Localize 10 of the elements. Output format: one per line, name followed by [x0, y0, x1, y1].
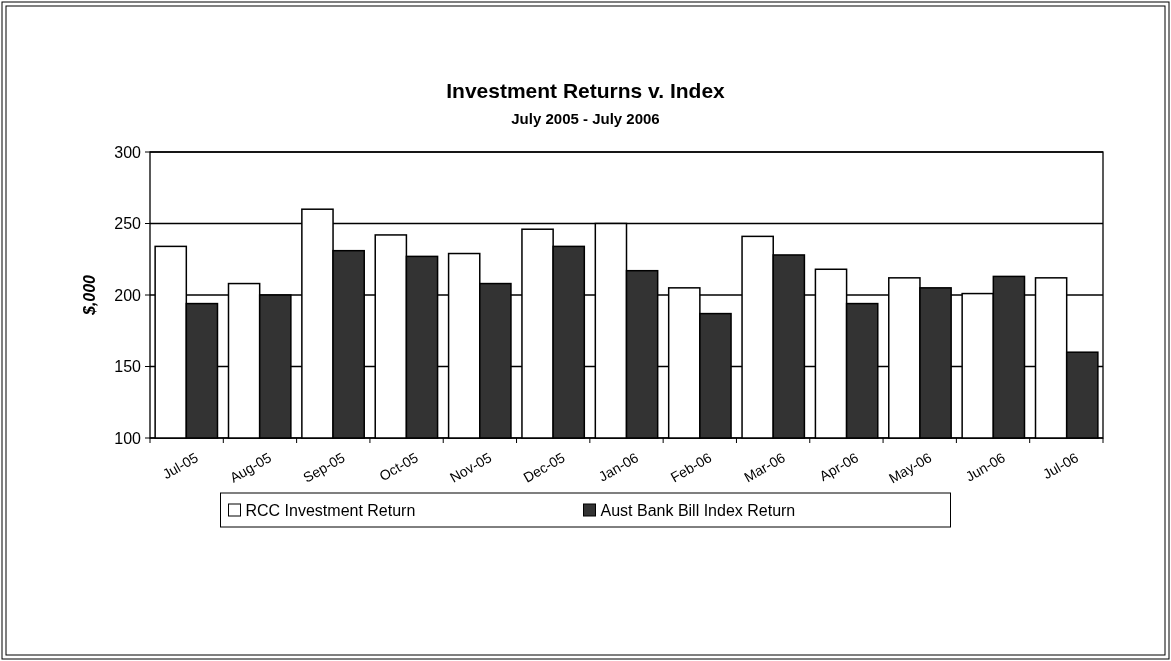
y-tick-label: 300 — [114, 143, 142, 161]
y-axis-title: $,000 — [81, 274, 98, 317]
legend-label: RCC Investment Return — [245, 501, 416, 519]
chart-title: Investment Returns v. Index — [446, 79, 726, 102]
chart-subtitle: July 2005 - July 2006 — [511, 110, 660, 127]
y-tick-label: 150 — [114, 358, 142, 376]
y-tick-label: 100 — [114, 429, 142, 447]
y-tick-label: 250 — [114, 215, 142, 233]
y-tick-label: 200 — [114, 286, 142, 304]
legend-label: Aust Bank Bill Index Return — [600, 501, 796, 519]
